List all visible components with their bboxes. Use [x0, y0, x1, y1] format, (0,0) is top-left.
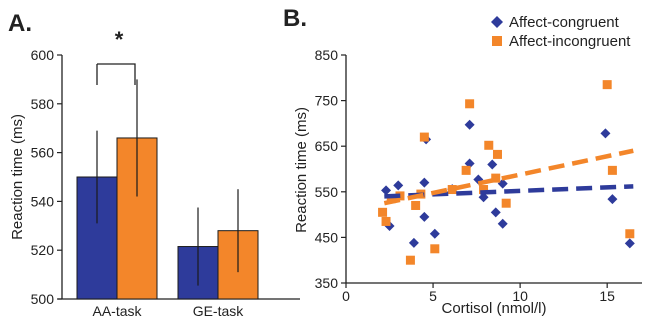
panel-b-legend: Affect-congruent Affect-incongruent	[491, 14, 631, 50]
data-point-square	[378, 207, 388, 217]
data-point-square	[492, 149, 502, 159]
significance-bracket	[96, 63, 136, 85]
data-point-diamond	[464, 119, 475, 130]
trend-line	[384, 184, 634, 199]
x-tick-label: AA-task	[92, 303, 142, 319]
legend-marker-diamond	[491, 16, 503, 28]
panel-b-y-ticks: 350 450 550 650 750 850	[315, 47, 346, 291]
data-point-square	[491, 173, 501, 183]
panel-b-x-label: Cortisol (nmol/l)	[441, 300, 546, 317]
panel-b: B. 350 450 550 650 750 850 0 5 10 15 Cortisol (n…	[283, 5, 642, 317]
y-tick-label: 850	[315, 47, 339, 63]
y-tick-label: 600	[31, 47, 55, 63]
panel-b-y-label: Reaction time (ms)	[293, 107, 310, 233]
data-point-square	[430, 244, 440, 254]
data-point-diamond	[600, 128, 611, 139]
data-point-square	[465, 99, 475, 109]
panel-b-trend-lines	[383, 148, 634, 206]
panel-b-letter: B.	[283, 5, 307, 32]
data-point-diamond	[419, 177, 430, 188]
significance-star: *	[115, 27, 124, 52]
y-tick-label: 540	[31, 193, 55, 209]
data-point-square	[501, 198, 511, 208]
data-point-diamond	[624, 238, 635, 249]
legend-label: Affect-incongruent	[509, 33, 631, 50]
panel-b-x-ticks: 0 5 10 15	[342, 283, 615, 304]
y-tick-label: 560	[31, 145, 55, 161]
panel-a-error-bars	[96, 79, 239, 286]
y-tick-label: 650	[315, 138, 339, 154]
data-point-diamond	[607, 194, 618, 205]
data-point-diamond	[487, 159, 498, 170]
x-tick-label: 15	[599, 288, 615, 304]
panel-a-x-ticks: AA-task GE-task	[92, 303, 244, 319]
x-tick-label: GE-task	[193, 303, 245, 319]
y-tick-label: 580	[31, 96, 55, 112]
data-point-square	[381, 216, 391, 226]
data-point-diamond	[393, 180, 404, 191]
legend-marker-square	[492, 36, 502, 46]
y-tick-label: 550	[315, 184, 339, 200]
data-point-diamond	[381, 185, 392, 196]
data-point-diamond	[478, 192, 489, 203]
data-point-square	[461, 165, 471, 175]
data-point-diamond	[497, 218, 508, 229]
data-point-square	[625, 229, 635, 239]
panel-b-points	[378, 80, 635, 265]
panel-a: A. 500 520 540 560 580 600 AA-task GE-task * R…	[8, 10, 300, 319]
x-tick-label: 0	[342, 288, 350, 304]
panel-a-bars	[76, 137, 259, 300]
y-tick-label: 520	[31, 242, 55, 258]
data-point-square	[447, 185, 457, 195]
data-point-diamond	[429, 228, 440, 239]
data-point-diamond	[419, 211, 430, 222]
data-point-square	[479, 185, 489, 195]
legend-label: Affect-congruent	[509, 14, 620, 31]
x-tick-label: 10	[512, 288, 528, 304]
data-point-square	[411, 200, 421, 210]
data-point-square	[386, 194, 396, 204]
panel-a-letter: A.	[8, 10, 32, 37]
data-point-square	[484, 140, 494, 150]
trend-line	[383, 148, 634, 206]
data-point-square	[607, 165, 617, 175]
y-tick-label: 350	[315, 275, 339, 291]
data-point-diamond	[490, 207, 501, 218]
x-tick-label: 5	[429, 288, 437, 304]
data-point-diamond	[408, 237, 419, 248]
y-tick-label: 450	[315, 229, 339, 245]
y-tick-label: 750	[315, 93, 339, 109]
data-point-square	[419, 132, 429, 142]
data-point-square	[405, 255, 415, 265]
panel-a-y-label: Reaction time (ms)	[9, 114, 26, 240]
data-point-square	[602, 80, 612, 90]
panel-a-y-ticks: 500 520 540 560 580 600	[31, 47, 62, 307]
y-tick-label: 500	[31, 291, 55, 307]
